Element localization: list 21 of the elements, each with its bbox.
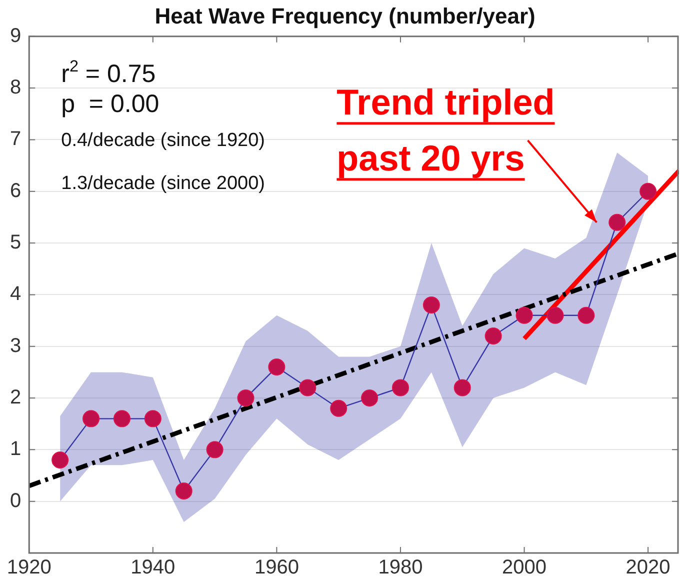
x-tick-label: 1980 (378, 556, 423, 579)
x-tick-label: 1940 (130, 556, 176, 579)
y-tick-label: 9 (10, 24, 22, 47)
y-tick-label: 8 (10, 76, 22, 99)
y-tick-label: 0 (10, 490, 22, 512)
annotation: Trend tripled past 20 yrs (336, 81, 555, 178)
y-tick-label: 7 (10, 128, 22, 150)
y-tick-label: 3 (10, 334, 22, 357)
x-tick-label: 1960 (254, 556, 299, 579)
y-tick-label: 2 (10, 386, 22, 409)
annotation: 0.4/decade (since 1920) (61, 130, 265, 151)
y-tick-label: 1 (10, 438, 22, 460)
chart-title: Heat Wave Frequency (number/year) (154, 3, 536, 28)
annotation: 1.3/decade (since 2000) (61, 173, 265, 194)
y-tick-label: 6 (10, 180, 22, 202)
x-tick-label: 2000 (502, 556, 547, 579)
x-tick-label: 1920 (6, 556, 52, 579)
y-tick-label: 4 (10, 283, 22, 306)
x-tick-label: 2020 (626, 556, 670, 579)
y-tick-label: 5 (10, 232, 22, 254)
annotation: p = 0.00 (61, 90, 160, 118)
